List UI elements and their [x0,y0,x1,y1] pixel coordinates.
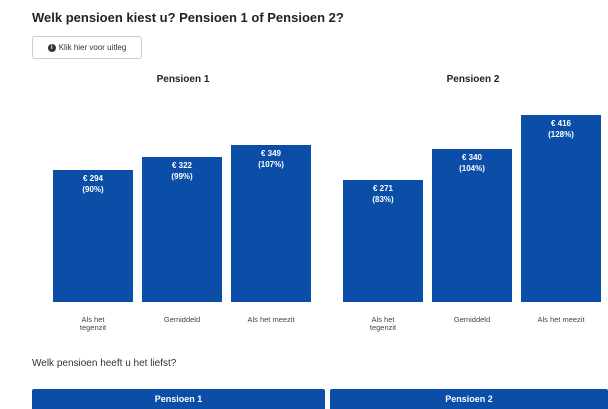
value-label: € 322 [171,161,193,171]
bar [53,170,133,302]
bar [231,145,311,302]
percent-label: (99%) [171,172,193,182]
choice-button[interactable]: Pensioen 2 [330,389,608,409]
question: Welk pensioen heeft u het liefst? [32,358,177,369]
bar [432,149,512,302]
category-label: Als het meezit [247,315,295,324]
value-label: € 271 [372,184,394,194]
category-label: Als het tegenzit [369,315,397,332]
info-button-label: Klik hier voor uitleg [58,43,127,52]
category-label: Gemiddeld [163,315,201,324]
choice-button[interactable]: Pensioen 1 [32,389,325,409]
bar [343,180,423,302]
percent-label: (90%) [82,185,104,195]
value-label: € 340 [461,153,483,163]
percent-label: (83%) [372,195,394,205]
percent-label: (104%) [459,164,485,174]
page-title: Welk pensioen kiest u? Pensioen 1 of Pen… [32,10,344,25]
chart-title: Pensioen 2 [446,74,500,85]
bar [142,157,222,302]
percent-label: (128%) [548,130,574,140]
percent-label: (107%) [258,160,284,170]
category-label: Als het tegenzit [79,315,107,332]
info-icon: i [47,43,56,52]
category-label: Gemiddeld [453,315,491,324]
value-label: € 349 [260,149,282,159]
value-label: € 294 [82,174,104,184]
bar [521,115,601,302]
chart-title: Pensioen 1 [156,74,210,85]
value-label: € 416 [550,119,572,129]
info-button[interactable]: i Klik hier voor uitleg [32,36,142,59]
category-label: Als het meezit [537,315,585,324]
